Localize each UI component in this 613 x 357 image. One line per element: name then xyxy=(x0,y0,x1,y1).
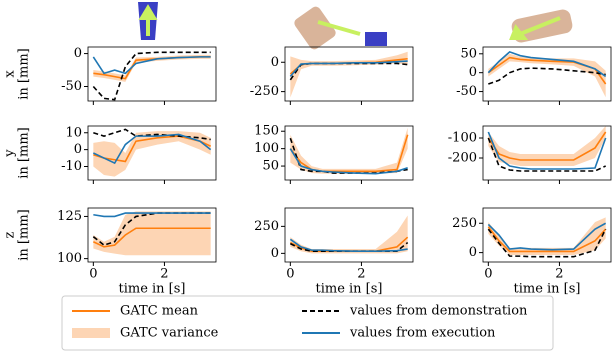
y-tick-label: 50 xyxy=(262,159,279,174)
y-axis-label: in [mm] xyxy=(17,48,32,99)
bottle-icon xyxy=(294,6,336,50)
subplot: 0 -50 x in [mm] xyxy=(3,46,217,105)
y-tick-label: 0 xyxy=(74,46,82,61)
axes-frame xyxy=(482,207,612,263)
y-axis-label: in [mm] xyxy=(17,127,32,178)
series-line xyxy=(487,222,607,251)
x-tick-label: 2 xyxy=(357,267,365,282)
object-icons xyxy=(138,2,573,50)
y-tick-label: 10 xyxy=(65,125,82,140)
y-axis-label: x xyxy=(3,70,18,78)
series-line xyxy=(487,137,607,172)
y-tick-label: 250 xyxy=(452,216,477,231)
y-tick-label: 150 xyxy=(254,124,279,139)
series-line xyxy=(289,148,408,175)
variance-band xyxy=(488,53,606,98)
y-tick-label: 0 xyxy=(271,55,279,70)
series-line xyxy=(487,131,607,161)
series-line xyxy=(93,212,211,218)
series-line xyxy=(487,226,607,253)
legend-label: GATC variance xyxy=(120,326,219,341)
y-axis-label: z xyxy=(3,231,18,238)
y-tick-label: 100 xyxy=(254,141,279,156)
arrow-icon xyxy=(138,4,158,36)
series-line xyxy=(487,131,607,170)
legend-label: values from execution xyxy=(349,326,496,341)
arrow-icon xyxy=(509,16,561,40)
series-line xyxy=(289,238,408,252)
axes-frame xyxy=(482,46,612,102)
x-tick-label: 0 xyxy=(286,267,294,282)
cup-icon xyxy=(365,32,387,46)
series-line xyxy=(487,228,607,258)
x-tick-label: 2 xyxy=(555,267,563,282)
series-line xyxy=(289,60,408,77)
subplot: -100 -200 xyxy=(448,125,612,184)
y-tick-label: -100 xyxy=(448,131,477,146)
variance-band xyxy=(488,126,606,166)
x-tick-label: 0 xyxy=(89,267,97,282)
variance-band xyxy=(93,131,211,177)
variance-band xyxy=(290,51,408,98)
y-tick-label: 125 xyxy=(57,209,82,224)
axes-frame xyxy=(284,125,414,181)
legend-swatch xyxy=(72,328,110,338)
variance-band xyxy=(290,215,408,254)
axes-frame xyxy=(482,125,612,181)
axes-frame xyxy=(87,125,217,181)
series-line xyxy=(92,133,212,165)
y-tick-label: -200 xyxy=(448,151,477,166)
legend-box xyxy=(61,295,554,351)
axes-frame xyxy=(284,207,414,263)
series-line xyxy=(487,50,607,78)
series-line xyxy=(92,51,211,101)
x-tick-label: 0 xyxy=(484,267,492,282)
axes-frame xyxy=(87,46,217,102)
y-tick-label: 0 xyxy=(74,142,82,157)
arrow-icon xyxy=(317,20,361,36)
x-axis-label: time in [s] xyxy=(118,282,185,297)
y-axis-label: in [mm] xyxy=(17,209,32,260)
legend-label: GATC mean xyxy=(120,304,199,319)
x-tick-label: 2 xyxy=(160,267,168,282)
axes-frame xyxy=(284,46,414,102)
y-tick-label: 50 xyxy=(460,46,477,61)
x-axis-label: time in [s] xyxy=(513,282,580,297)
subplot: 150 100 50 xyxy=(254,124,414,184)
y-tick-label: 250 xyxy=(254,219,279,234)
y-axis-label: y xyxy=(3,149,18,158)
legend-label: values from demonstration xyxy=(349,304,528,319)
x-axis-label: time in [s] xyxy=(315,282,382,297)
y-tick-label: -50 xyxy=(61,79,82,94)
y-tick-label: 0 xyxy=(271,246,279,261)
y-tick-label: -250 xyxy=(250,84,279,99)
y-tick-label: 100 xyxy=(57,251,82,266)
y-tick-label: 0 xyxy=(469,245,477,260)
subplot: 10 0 -10 y in [mm] xyxy=(3,125,217,184)
variance-band xyxy=(93,211,211,256)
y-tick-label: -50 xyxy=(456,84,477,99)
axes-frame xyxy=(87,207,217,263)
y-tick-label: -10 xyxy=(61,159,82,174)
subplot: 0 -250 xyxy=(250,46,414,105)
subplot: 50 0 -50 xyxy=(456,46,612,105)
y-tick-label: 0 xyxy=(469,65,477,80)
series-line xyxy=(92,56,211,75)
series-line xyxy=(92,227,211,248)
